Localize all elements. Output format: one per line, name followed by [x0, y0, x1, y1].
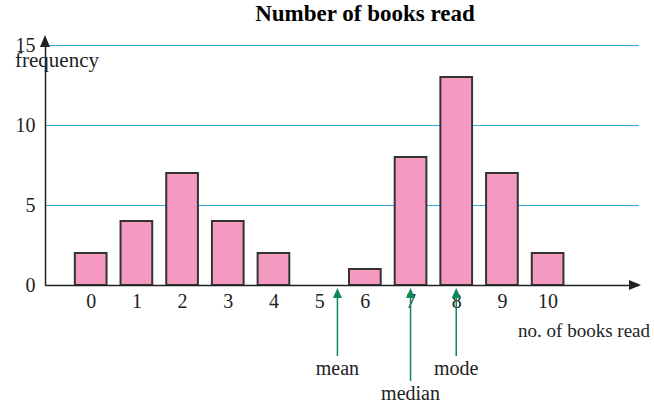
svg-text:0: 0 [26, 274, 36, 296]
svg-text:no. of books read: no. of books read [518, 320, 650, 341]
svg-text:10: 10 [16, 114, 36, 136]
svg-text:5: 5 [315, 290, 325, 312]
svg-text:15: 15 [15, 33, 36, 56]
svg-text:mode: mode [434, 357, 479, 379]
svg-text:3: 3 [223, 290, 233, 312]
svg-text:9: 9 [497, 290, 507, 312]
svg-text:8: 8 [451, 289, 462, 312]
svg-text:1: 1 [132, 290, 142, 312]
svg-text:5: 5 [26, 194, 36, 216]
svg-text:median: median [381, 382, 440, 404]
svg-text:mean: mean [316, 357, 359, 379]
svg-text:frequency: frequency [15, 48, 99, 72]
html-text:Number of books read: Number of books read [255, 1, 475, 26]
svg-text:7: 7 [406, 289, 416, 312]
svg-text:0: 0 [86, 290, 96, 312]
svg-text:6: 6 [360, 290, 370, 312]
svg-text:10: 10 [538, 290, 558, 312]
svg-text:4: 4 [269, 290, 279, 312]
svg-text:2: 2 [178, 290, 188, 312]
